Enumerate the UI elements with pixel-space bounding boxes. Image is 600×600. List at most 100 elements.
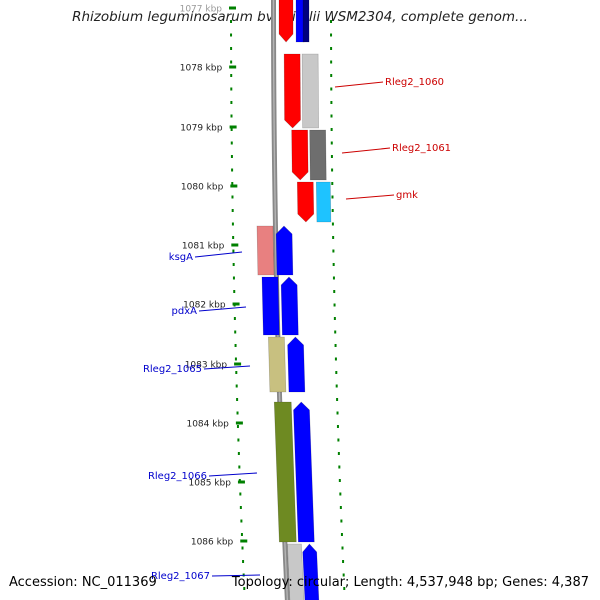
inner-guide-dot: [232, 249, 235, 253]
outer-guide-dot: [335, 384, 338, 388]
inner-guide-dot: [233, 317, 236, 320]
outer-guide-dot: [339, 492, 342, 496]
gene-label[interactable]: ksgA: [169, 252, 193, 263]
inner-guide-dot: [231, 168, 234, 172]
tick-label: 1079 kbp: [180, 124, 223, 134]
inner-guide-dot: [230, 114, 233, 118]
inner-guide-dot: [238, 465, 241, 469]
outer-guide-dot: [332, 249, 335, 253]
inner-guide-dot: [236, 398, 239, 401]
gene-arrow-rleg2-1061[interactable]: [291, 129, 309, 181]
outer-guide-dot: [335, 371, 338, 374]
label-leader-line: [341, 147, 391, 154]
outer-guide-dot: [330, 87, 333, 91]
tick-label: 1077 kbp: [180, 5, 223, 15]
outer-guide-dot: [340, 519, 343, 523]
gene-arrow-gmk[interactable]: [296, 181, 315, 223]
outer-guide-dot: [338, 465, 341, 469]
outer-guide-dot: [342, 560, 345, 563]
inner-guide-dot: [231, 195, 234, 199]
inner-guide-dot: [237, 452, 240, 455]
inner-guide-dot: [235, 384, 238, 388]
gene-label[interactable]: Rleg2_1060: [385, 77, 444, 88]
inner-guide-dot: [234, 344, 237, 347]
tick-mark: [229, 6, 236, 10]
cds-box-rleg2-1061[interactable]: [309, 129, 327, 181]
outer-guide-dot: [332, 263, 335, 266]
inner-guide-dot: [231, 222, 234, 226]
outer-guide-dot: [334, 330, 337, 334]
inner-guide-dot: [230, 20, 233, 23]
gene-arrow-ksga[interactable]: [275, 225, 294, 276]
tick-mark: [235, 421, 243, 425]
outer-guide-dot: [330, 141, 333, 145]
outer-guide-dot: [330, 155, 333, 158]
label-leader-line: [198, 306, 247, 312]
gene-arrow-top[interactable]: [278, 0, 294, 43]
cds-box-rleg2-1065[interactable]: [268, 336, 287, 393]
feature-layer: [256, 0, 332, 600]
gene-arrow-rleg2-1066[interactable]: [293, 401, 315, 543]
tick-layer: 1077 kbp 1078 kbp 1079 kbp 1080 kbp 1081 kbp…: [180, 5, 346, 590]
inner-guide-dot: [232, 236, 235, 239]
outer-guide-dot: [341, 546, 344, 550]
inner-guide-dot: [231, 209, 234, 212]
inner-guide-dot: [236, 411, 239, 415]
inner-guide-dot: [230, 128, 233, 131]
cds-box-rleg2-1066[interactable]: [273, 401, 297, 543]
outer-guide-dot: [331, 222, 334, 226]
cds-box-rleg2-1060[interactable]: [301, 53, 319, 129]
gene-label[interactable]: gmk: [396, 190, 418, 201]
gene-arrow-rleg2-1065[interactable]: [287, 336, 306, 393]
outer-guide-dot: [339, 506, 342, 509]
tick-mark: [230, 184, 238, 188]
gene-arrow-rleg2-1060[interactable]: [283, 53, 301, 129]
outer-guide-dot: [330, 33, 333, 37]
gene-arrow-rleg2-1067[interactable]: [302, 543, 320, 600]
outer-guide-dot: [334, 344, 337, 347]
outer-guide-dot: [330, 47, 333, 50]
tick-mark: [240, 539, 248, 543]
gene-label[interactable]: Rleg2_1066: [148, 471, 207, 482]
outer-guide-dot: [338, 479, 341, 482]
cds-box-gmk[interactable]: [315, 181, 332, 223]
tick-mark: [231, 243, 239, 247]
outer-guide-dot: [332, 276, 335, 280]
gene-arrow-pdxa[interactable]: [280, 276, 299, 336]
inner-guide-dot: [240, 519, 243, 523]
inner-guide-dot: [239, 492, 242, 496]
outer-guide-dot: [330, 20, 333, 23]
inner-guide-dot: [234, 357, 237, 361]
inner-guide-dot: [235, 371, 238, 374]
label-leader-line: [208, 472, 258, 477]
tick-label: 1080 kbp: [181, 183, 224, 193]
outer-guide-dot: [337, 438, 340, 442]
cds-box-ksga[interactable]: [256, 225, 275, 276]
inner-guide-dot: [240, 533, 243, 536]
inner-guide-dot: [230, 155, 233, 158]
gene-label[interactable]: Rleg2_1067: [151, 571, 210, 582]
tick-label: 1081 kbp: [182, 242, 225, 252]
inner-guide-dot: [232, 263, 235, 266]
outer-guide-dot: [334, 357, 337, 361]
inner-guide-dot: [241, 546, 244, 550]
inner-guide-dot: [230, 60, 233, 64]
cds-box-pdxa[interactable]: [261, 276, 280, 336]
outer-guide-dot: [342, 573, 345, 577]
outer-guide-dot: [333, 317, 336, 320]
outer-guide-dot: [331, 195, 334, 199]
cds-box-top-dark[interactable]: [302, 0, 310, 43]
label-leader-line: [345, 194, 395, 200]
outer-guide-dot: [336, 398, 339, 401]
inner-guide-dot: [230, 47, 233, 50]
gene-label[interactable]: Rleg2_1061: [392, 143, 451, 154]
inner-guide-dot: [243, 587, 246, 590]
gene-label[interactable]: Rleg2_1065: [143, 364, 202, 375]
outer-guide-dot: [343, 587, 346, 590]
gene-label[interactable]: pdxA: [172, 306, 198, 317]
tick-label: 1084 kbp: [186, 420, 229, 430]
outer-guide-dot: [331, 182, 334, 185]
label-leader-line: [334, 81, 384, 88]
cds-box-rleg2-1067[interactable]: [287, 543, 305, 600]
